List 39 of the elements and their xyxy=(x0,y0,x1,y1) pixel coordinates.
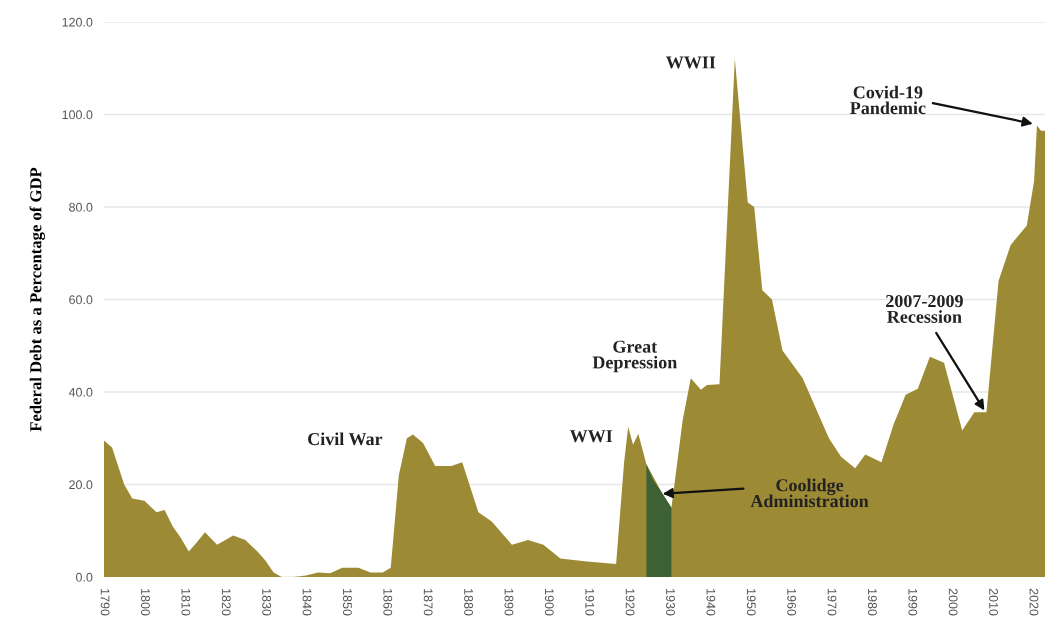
x-tick-label: 1870 xyxy=(423,589,433,616)
x-tick-label: 1840 xyxy=(302,589,312,616)
x-tick-label: 1970 xyxy=(827,589,837,616)
annotation: WWII xyxy=(666,56,716,69)
y-tick-label: 80.0 xyxy=(69,202,93,212)
x-tick-label: 1830 xyxy=(262,589,272,616)
annotation: Civil War xyxy=(308,432,383,446)
y-tick-label: 0.0 xyxy=(76,572,93,582)
x-tick-label: 1810 xyxy=(181,589,191,616)
annotation: WWI xyxy=(569,430,613,443)
x-tick-label: 1950 xyxy=(746,589,756,616)
x-tick-label: 1880 xyxy=(464,589,473,616)
x-tick-label: 1960 xyxy=(787,589,797,616)
x-tick-label: 1980 xyxy=(867,589,877,616)
annotation: Great Depression xyxy=(592,340,678,373)
y-tick-label: 120.0 xyxy=(62,17,93,27)
x-tick-label: 1820 xyxy=(221,589,231,616)
y-tick-label: 60.0 xyxy=(69,295,93,305)
x-tick-label: 2010 xyxy=(989,588,998,616)
x-tick-label: 1790 xyxy=(100,589,110,616)
x-tick-label: 1940 xyxy=(706,589,716,616)
annotation: Coolidge Administration xyxy=(750,478,869,508)
y-tick-label: 40.0 xyxy=(68,387,93,397)
x-tick-label: 1800 xyxy=(141,589,150,616)
y-axis-title: Federal Debt as a Percentage of GDP xyxy=(29,167,45,432)
x-tick-label: 1890 xyxy=(504,589,514,616)
x-tick-label: 1900 xyxy=(544,589,554,616)
x-tick-label: 1990 xyxy=(908,589,918,616)
annotation: Covid-19 Pandemic xyxy=(850,85,926,115)
x-tick-label: 1930 xyxy=(666,589,675,616)
x-tick-label: 1910 xyxy=(585,589,595,616)
annotation: 2007-2009 Recession xyxy=(886,294,963,323)
x-tick-label: 2000 xyxy=(948,588,958,616)
y-tick-label: 20.0 xyxy=(69,480,93,490)
x-tick-label: 1850 xyxy=(342,589,352,616)
x-tick-label: 1920 xyxy=(625,589,635,616)
y-tick-label: 100.0 xyxy=(62,110,93,120)
x-tick-label: 1860 xyxy=(383,589,393,616)
x-tick-label: 2020 xyxy=(1029,588,1039,616)
